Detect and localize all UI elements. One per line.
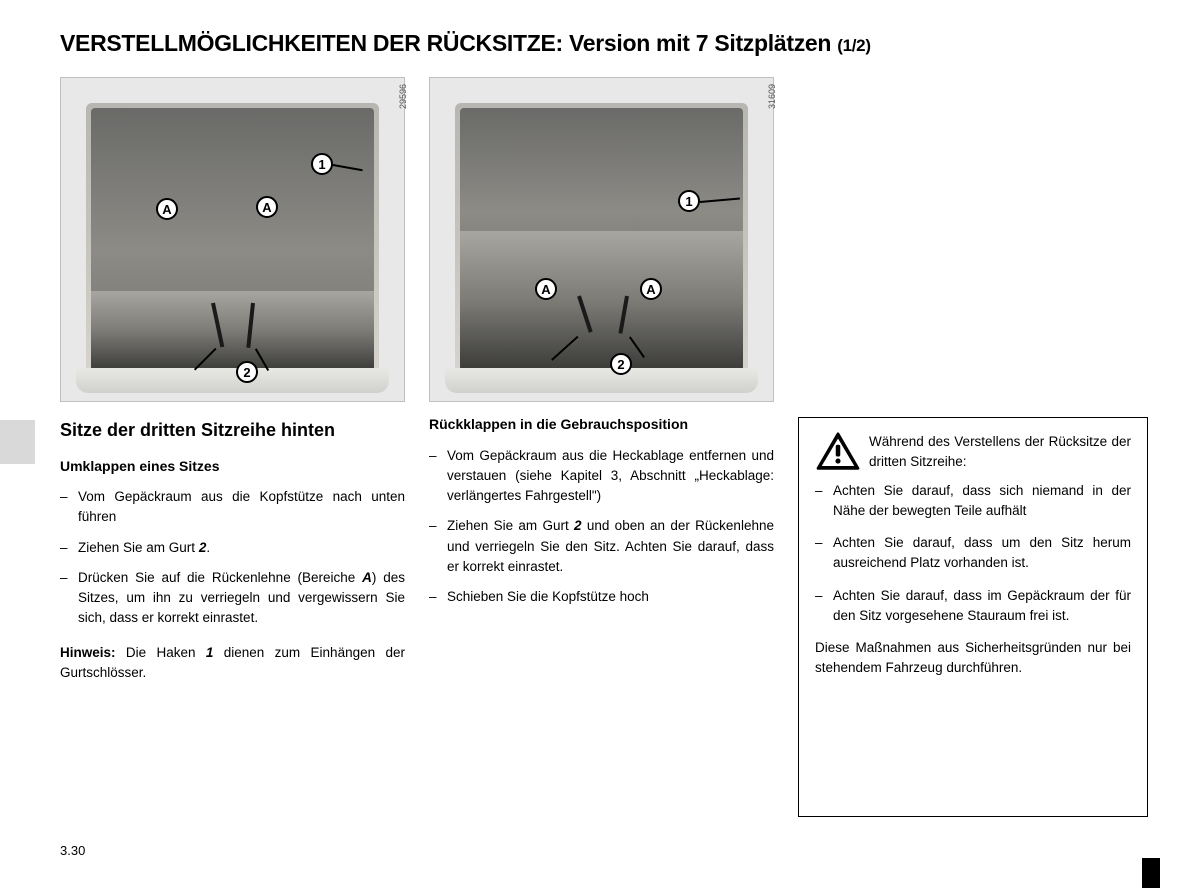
title-suffix: (1/2) [837,36,870,55]
title-main: VERSTELLMÖGLICHKEITEN DER RÜCKSITZE: Ver… [60,30,831,56]
col2-item-3: Schieben Sie die Kopfstütze hoch [429,587,774,607]
col1-item-2: Ziehen Sie am Gurt 2. [60,538,405,558]
content-columns: 29596 1 A A 2 Sitze der dritten Sitzreih… [60,77,1160,817]
fig1-floor [91,291,374,371]
fig2-callout-a-left: A [535,278,557,300]
warning-box: Während des Verstellens der Rücksitze de… [798,417,1148,817]
side-tab [0,420,35,464]
fig2-callout-1: 1 [678,190,700,212]
column-3: Während des Verstellens der Rücksitze de… [798,77,1148,817]
fig1-callout-2: 2 [236,361,258,383]
fig2-callout-a-right: A [640,278,662,300]
col2-list: Vom Gepäckraum aus die Heckablage entfer… [429,446,774,618]
column-2: 31609 1 A A 2 Rückklappen in die Gebrauc… [429,77,774,817]
warning-intro-row: Während des Verstellens der Rücksitze de… [815,432,1131,473]
page-title: VERSTELLMÖGLICHKEITEN DER RÜCKSITZE: Ver… [60,30,1160,57]
fig1-bumper [76,368,389,393]
figure-1: 29596 1 A A 2 [60,77,405,402]
corner-mark [1142,858,1160,888]
warning-list: Achten Sie darauf, dass sich niemand in … [815,481,1131,627]
col1-item-3: Drücken Sie auf die Rückenlehne (Bereich… [60,568,405,629]
figure-2: 31609 1 A A 2 [429,77,774,402]
col1-item-1: Vom Gepäckraum aus die Kopfstütze nach u… [60,487,405,528]
col2-subheading: Rückklappen in die Gebrauchsposition [429,416,774,434]
warning-footer: Diese Maßnahmen aus Sicherheitsgründen n… [815,638,1131,679]
col2-item-1: Vom Gepäckraum aus die Heckablage entfer… [429,446,774,507]
col2-item-2: Ziehen Sie am Gurt 2 und oben an der Rüc… [429,516,774,577]
fig1-callout-a-left: A [156,198,178,220]
fig1-code: 29596 [398,84,408,109]
col1-heading: Sitze der dritten Sitzreihe hinten [60,420,405,442]
col1-subheading: Umklappen eines Sitzes [60,458,405,476]
warn-item-3: Achten Sie darauf, dass im Gepäckraum de… [815,586,1131,627]
warning-intro: Während des Verstellens der Rücksitze de… [869,434,1131,469]
manual-page: VERSTELLMÖGLICHKEITEN DER RÜCKSITZE: Ver… [0,0,1200,888]
fig1-callout-1: 1 [311,153,333,175]
fig2-code: 31609 [767,84,777,109]
fig2-callout-2: 2 [610,353,632,375]
col1-list: Vom Gepäckraum aus die Kopfstütze nach u… [60,487,405,639]
warn-item-1: Achten Sie darauf, dass sich niemand in … [815,481,1131,522]
fig2-floor [460,231,743,371]
col1-note: Hinweis: Die Haken 1 dienen zum Einhänge… [60,643,405,684]
fig1-callout-a-right: A [256,196,278,218]
column-1: 29596 1 A A 2 Sitze der dritten Sitzreih… [60,77,405,817]
page-number: 3.30 [60,843,85,858]
fig2-bumper [445,368,758,393]
warning-icon [815,432,861,472]
warn-item-2: Achten Sie darauf, dass um den Sitz heru… [815,533,1131,574]
